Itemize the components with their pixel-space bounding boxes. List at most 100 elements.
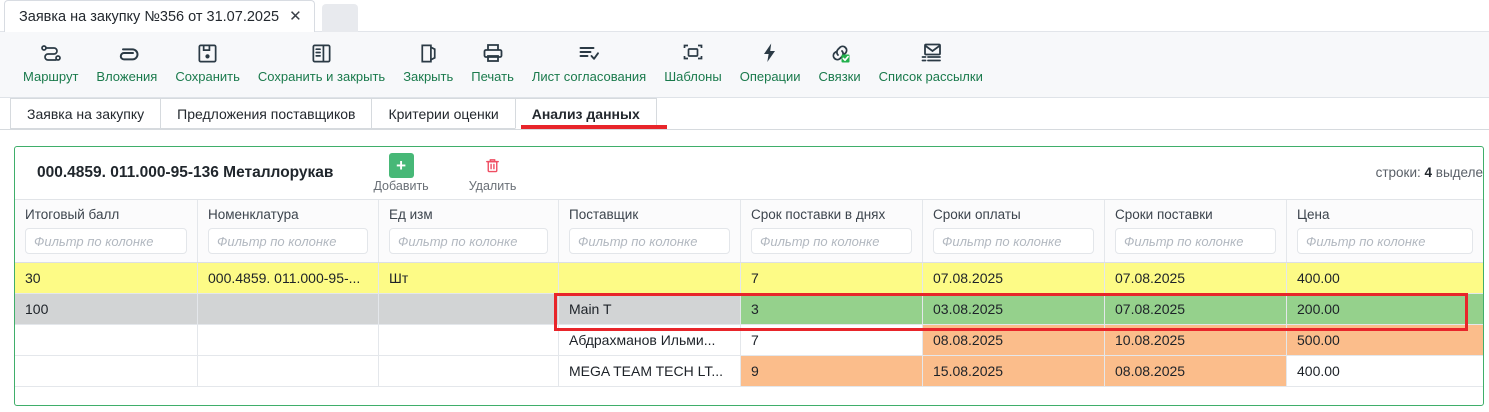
route-icon (38, 40, 64, 66)
ribbon-toolbar: Маршрут Вложения Сохранить Сохранить и з… (0, 32, 1489, 98)
checklist-icon (576, 40, 602, 66)
grid-column-header[interactable]: Цена (1287, 200, 1483, 262)
column-filter-input[interactable] (1115, 228, 1276, 254)
ribbon-label: Сохранить (175, 69, 240, 84)
grid-column-header[interactable]: Номенклатура (198, 200, 379, 262)
table-row[interactable]: 30 000.4859. 011.000-95-... Шт 7 07.08.2025 0… (15, 263, 1483, 294)
door-icon (415, 40, 441, 66)
ribbon-button-templates[interactable]: Шаблоны (655, 37, 731, 95)
column-filter-input[interactable] (933, 228, 1094, 254)
table-cell[interactable] (15, 325, 198, 356)
table-row[interactable]: Абдрахманов Ильми... 7 08.08.2025 10.08.202… (15, 325, 1483, 356)
table-cell[interactable]: 15.08.2025 (923, 356, 1105, 387)
table-cell[interactable]: Абдрахманов Ильми... (559, 325, 741, 356)
table-cell[interactable]: 07.08.2025 (1105, 294, 1287, 325)
table-cell[interactable]: 400.00 (1287, 263, 1483, 294)
table-cell[interactable]: Шт (379, 263, 559, 294)
column-filter-input[interactable] (751, 228, 912, 254)
paperclip-icon (114, 40, 140, 66)
delete-button[interactable]: Удалить (463, 152, 523, 194)
table-cell[interactable] (559, 263, 741, 294)
delete-button-label: Удалить (468, 179, 517, 193)
ribbon-button-approval-sheet[interactable]: Лист согласования (523, 37, 655, 95)
ribbon-label: Шаблоны (664, 69, 722, 84)
tab-kriterii-ocenki[interactable]: Критерии оценки (371, 98, 516, 129)
tab-zayavka-na-zakupku[interactable]: Заявка на закупку (10, 98, 162, 129)
add-button-label: Добавить (373, 179, 429, 193)
grid-column-header[interactable]: Сроки поставки (1105, 200, 1287, 262)
ribbon-label: Сохранить и закрыть (257, 69, 386, 84)
table-cell[interactable]: 7 (741, 263, 923, 294)
table-cell[interactable] (379, 325, 559, 356)
card-header: 000.4859. 011.000-95-136 Металлорукав + … (15, 147, 1483, 199)
add-button[interactable]: + Добавить (367, 152, 434, 194)
table-cell[interactable]: Main T (559, 294, 741, 325)
lightning-icon (757, 40, 783, 66)
table-cell[interactable]: 07.08.2025 (923, 263, 1105, 294)
page-title: 000.4859. 011.000-95-136 Металлорукав (37, 164, 334, 181)
table-cell[interactable] (379, 356, 559, 387)
grid-header-row: Итоговый балл Номенклатура Ед изм Поставщик… (15, 199, 1483, 263)
plus-icon: + (388, 153, 414, 178)
template-icon (680, 40, 706, 66)
grid-column-header[interactable]: Итоговый балл (15, 200, 198, 262)
ribbon-button-links[interactable]: Связки (810, 37, 870, 95)
table-cell[interactable]: 03.08.2025 (923, 294, 1105, 325)
table-cell[interactable]: 10.08.2025 (1105, 325, 1287, 356)
table-cell[interactable] (198, 294, 379, 325)
window-tab[interactable]: Заявка на закупку №356 от 31.07.2025 ✕ (4, 0, 315, 32)
table-cell[interactable]: 30 (15, 263, 198, 294)
row-count-suffix: выделе (1435, 165, 1483, 180)
window-tab-title: Заявка на закупку №356 от 31.07.2025 (19, 8, 280, 25)
save-close-icon (309, 40, 335, 66)
ribbon-button-mailing-list[interactable]: Список рассылки (870, 37, 992, 95)
grid-column-header[interactable]: Сроки оплаты (923, 200, 1105, 262)
table-cell[interactable]: 08.08.2025 (1105, 356, 1287, 387)
table-row[interactable]: 100 Main T 3 03.08.2025 07.08.2025 200.00 (15, 294, 1483, 325)
table-cell[interactable]: 000.4859. 011.000-95-... (198, 263, 379, 294)
tab-predlozheniya-postavshchikov[interactable]: Предложения поставщиков (160, 98, 373, 129)
ribbon-button-attachments[interactable]: Вложения (87, 37, 166, 95)
close-icon[interactable]: ✕ (289, 8, 302, 25)
table-cell[interactable]: 500.00 (1287, 325, 1483, 356)
ribbon-label: Операции (739, 69, 801, 84)
table-cell[interactable]: 200.00 (1287, 294, 1483, 325)
printer-icon (480, 40, 506, 66)
grid-column-label: Сроки оплаты (933, 207, 1021, 222)
column-filter-input[interactable] (208, 228, 368, 254)
column-filter-input[interactable] (389, 228, 548, 254)
ribbon-button-save[interactable]: Сохранить (166, 37, 249, 95)
table-cell[interactable]: 07.08.2025 (1105, 263, 1287, 294)
table-cell[interactable]: MEGA TEAM TECH LT... (559, 356, 741, 387)
ribbon-label: Маршрут (23, 69, 79, 84)
column-filter-input[interactable] (25, 228, 187, 254)
table-cell[interactable]: 100 (15, 294, 198, 325)
trash-icon (480, 153, 506, 178)
table-row[interactable]: MEGA TEAM TECH LT... 9 15.08.2025 08.08.202… (15, 356, 1483, 387)
save-icon (195, 40, 221, 66)
ribbon-button-route[interactable]: Маршрут (14, 37, 87, 95)
grid-column-header[interactable]: Срок поставки в днях (741, 200, 923, 262)
table-cell[interactable]: 08.08.2025 (923, 325, 1105, 356)
table-cell[interactable]: 3 (741, 294, 923, 325)
section-tab-bar: Заявка на закупку Предложения поставщико… (0, 98, 1489, 130)
table-cell[interactable]: 9 (741, 356, 923, 387)
grid-column-header[interactable]: Ед изм (379, 200, 559, 262)
ribbon-button-save-and-close[interactable]: Сохранить и закрыть (249, 37, 394, 95)
table-cell[interactable] (198, 356, 379, 387)
column-filter-input[interactable] (1297, 228, 1473, 254)
tab-analiz-dannyh[interactable]: Анализ данных (514, 98, 657, 129)
table-cell[interactable] (379, 294, 559, 325)
column-filter-input[interactable] (569, 228, 730, 254)
table-cell[interactable] (198, 325, 379, 356)
ribbon-button-print[interactable]: Печать (462, 37, 523, 95)
table-cell[interactable] (15, 356, 198, 387)
grid-column-header[interactable]: Поставщик (559, 200, 741, 262)
grid-column-label: Цена (1297, 207, 1330, 222)
ribbon-button-close[interactable]: Закрыть (394, 37, 462, 95)
table-cell[interactable]: 7 (741, 325, 923, 356)
table-cell[interactable]: 400.00 (1287, 356, 1483, 387)
ribbon-button-operations[interactable]: Операции (731, 37, 810, 95)
ribbon-label: Связки (818, 69, 861, 84)
grid-column-label: Ед изм (389, 207, 433, 222)
